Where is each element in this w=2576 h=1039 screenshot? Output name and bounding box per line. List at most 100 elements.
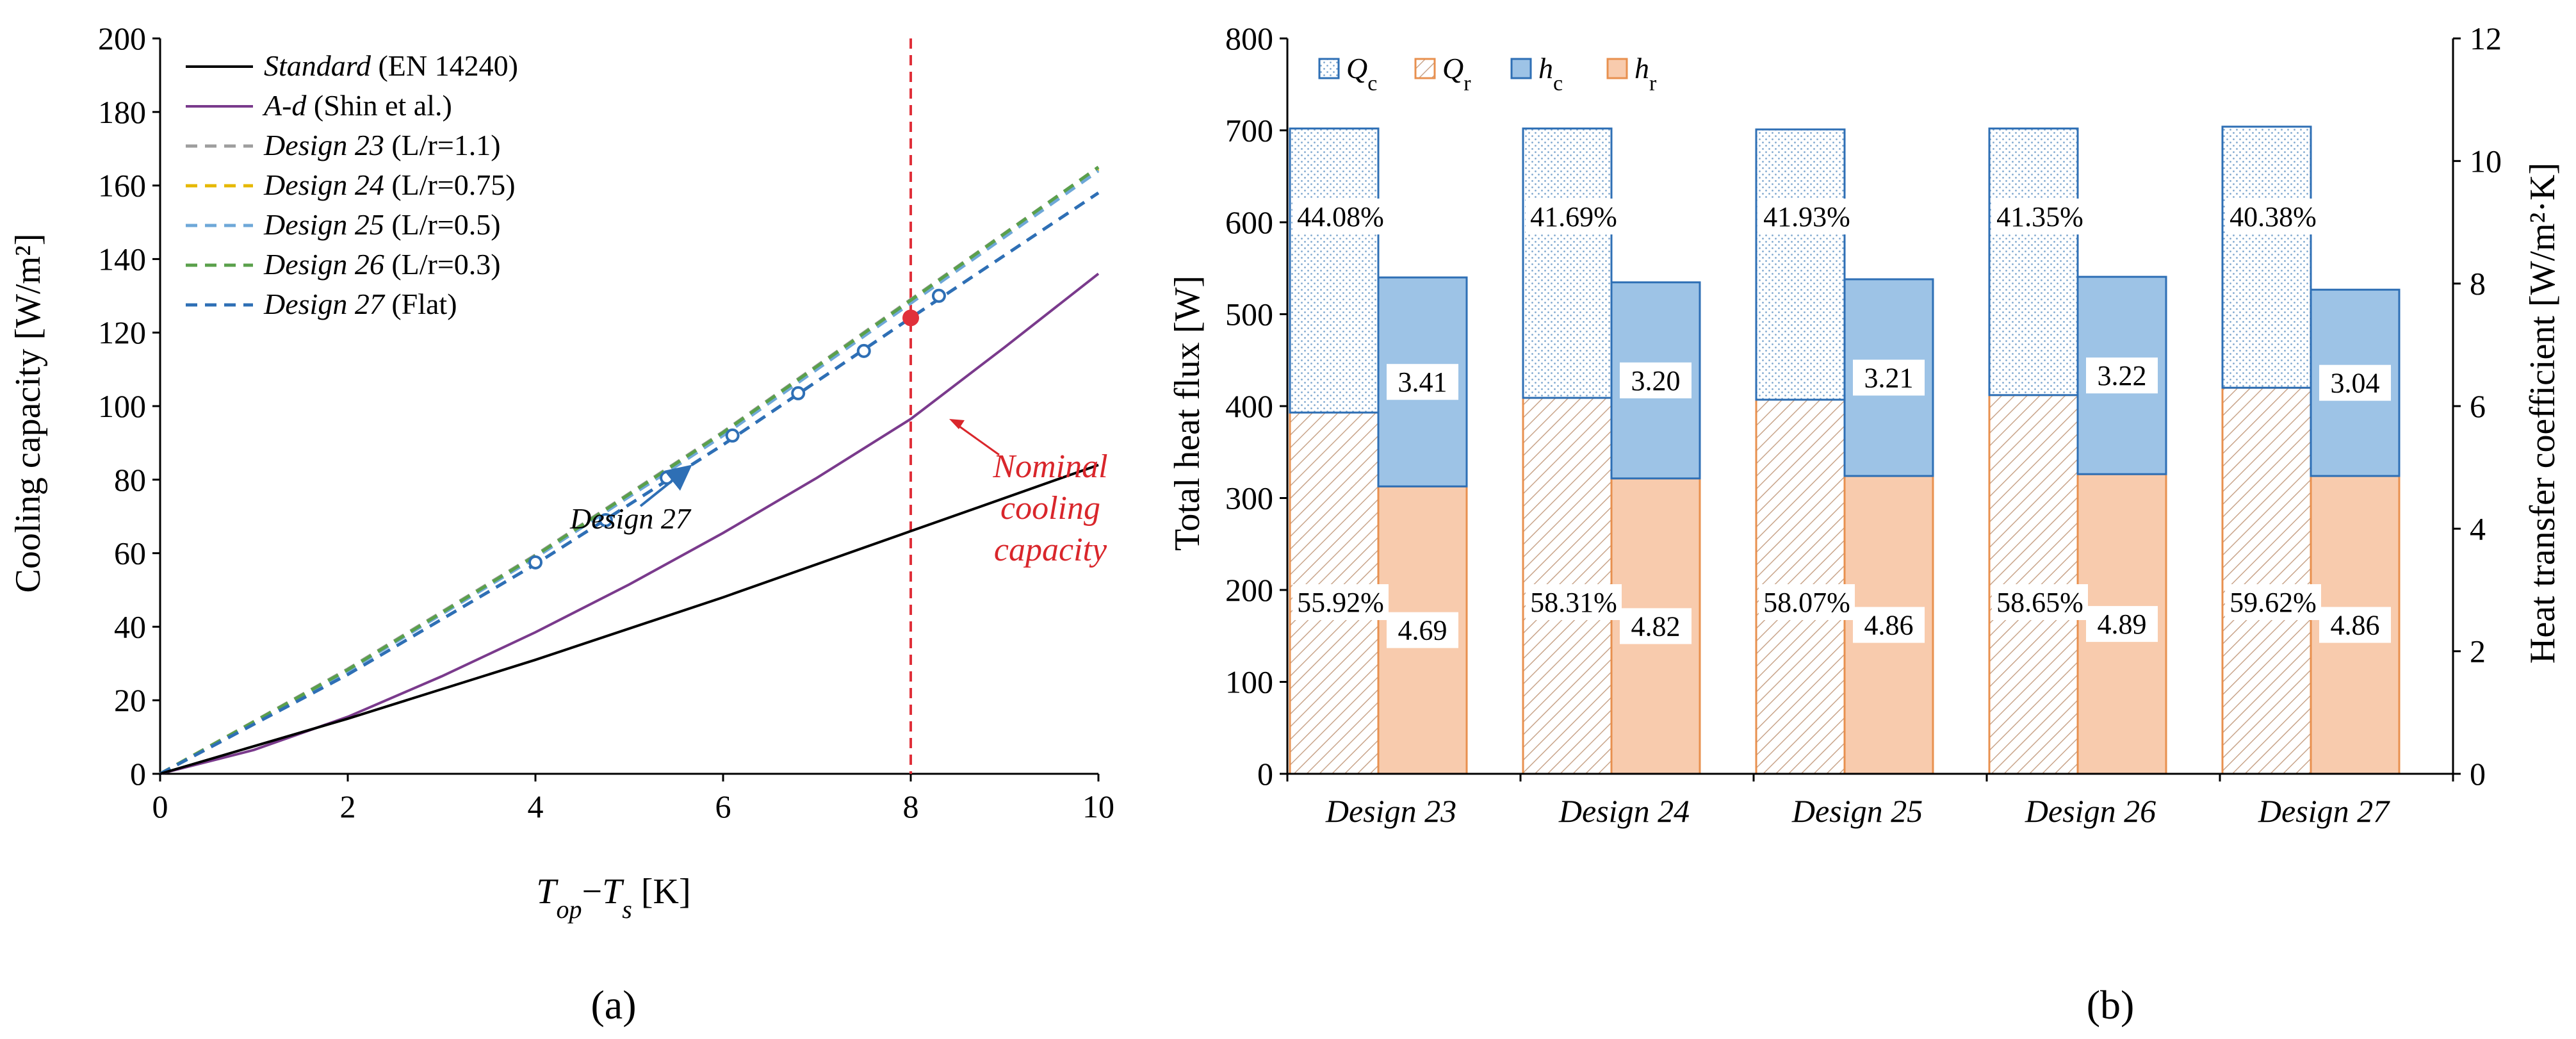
b-label-hr: 4.82 [1631,610,1681,642]
a-ytick-label: 180 [98,94,146,130]
b-legend-swatch [1414,58,1436,79]
b-label-Qr-pct-bg [1759,584,1855,620]
a-ytick-label: 100 [98,388,146,424]
a-marker-design-27 [791,386,806,400]
b-label-hr: 4.86 [1864,610,1914,641]
b-y2tick-label: 0 [2470,756,2486,792]
b-bars-layer: 44.08% 55.92% 3.41 4.69 41.69% 58.31% 3.20 4.82… [1289,126,2401,775]
a-annotation-design27: Design 27 [569,464,692,535]
b-label-hr-bg [1620,608,1692,644]
a-annotation-nominal-line2: cooling [1000,490,1100,527]
b-label-hc: 3.21 [1864,363,1914,394]
b-label-hc: 3.41 [1398,366,1447,398]
b-label-hc-bg [2319,364,2391,401]
b-label-Qc-pct: 41.69% [1530,201,1617,233]
a-series-line-design-26 [159,165,1100,776]
a-legend-entry: A-d (Shin et al.) [262,89,452,122]
b-label-Qc-pct-bg [1292,199,1389,234]
b-legend: Qc Qr hc hr [1318,52,1657,95]
b-bar-Qc [1289,127,1380,414]
a-ytick-label: 160 [98,168,146,204]
b-ytick-label: 500 [1225,297,1273,332]
b-legend-swatch [1318,58,1340,79]
b-label-hc: 3.20 [1631,365,1681,397]
b-label-hr-bg [1387,612,1458,648]
a-axes-frame [152,37,1100,781]
b-label-hc-bg [2086,357,2158,394]
b-label-Qr-pct-bg [1292,584,1389,620]
a-tick-labels: 0 20 40 60 80 100 120 140 160 180 200 0 2 4 6 8 10 [98,20,1114,824]
b-category-label: Design 24 [1558,793,1690,829]
b-label-hr: 4.89 [2098,609,2147,640]
b-label-Qc-pct: 41.93% [1763,201,1850,233]
a-xlabel: Top−Ts [K] [536,872,690,924]
b-y2tick-label: 8 [2470,266,2486,302]
a-legend-entry: Design 25 (L/r=0.5) [263,208,501,241]
b-label-Qr-pct: 58.31% [1530,587,1617,618]
a-legend-entry: Design 24 (L/r=0.75) [263,168,516,201]
b-ytick-label: 600 [1225,204,1273,240]
b-y2tick-label: 10 [2470,143,2502,179]
b-category-label: Design 23 [1325,793,1456,829]
b-ylabel: Total heat flux [W] [1168,275,1207,551]
a-legend-entry: Design 26 (L/r=0.3) [263,248,501,281]
b-ytick-label: 300 [1225,480,1273,516]
b-label-hr: 4.86 [2331,610,2380,641]
a-xtick-label: 10 [1082,789,1114,824]
b-bar-Qr [2221,386,2312,775]
a-marker-design-27 [856,343,871,358]
b-label-hc-bg [1853,359,1925,396]
b-ytick-label: 100 [1225,664,1273,700]
b-axes-frame [1280,37,2461,781]
b-legend-entry: hc [1538,52,1563,95]
b-ytick-label: 800 [1225,20,1273,56]
a-xtick-label: 4 [528,789,544,824]
b-legend-entry: Qc [1346,52,1377,95]
b-label-Qc-pct-bg [1759,199,1855,234]
b-label-hr-bg [1853,607,1925,643]
b-label-Qr-pct-bg [1992,584,2088,620]
b-label-hc-bg [1620,362,1692,398]
b-label-Qr-pct: 58.65% [1996,587,2083,618]
b-legend-entry: hr [1634,52,1657,95]
b-label-hr-bg [2086,606,2158,642]
b-y2tick-label: 12 [2470,20,2502,56]
a-annotation-design27-text: Design 27 [569,502,692,535]
a-ytick-label: 80 [114,462,146,498]
b-bar-Qc [1988,127,2079,397]
b-legend-swatch [1510,58,1532,79]
line-chart-panel-a: 0 20 40 60 80 100 120 140 160 180 200 0 2 4 6 8 10 Cooli… [8,20,1114,1027]
b-label-Qr-pct-bg [2225,584,2321,620]
a-legend-entry: Design 27 (Flat) [263,288,457,320]
a-legend: Standard (EN 14240) A-d (Shin et al.) Desi… [186,49,518,320]
a-marker-design-27 [528,555,542,569]
a-ytick-label: 0 [130,756,146,792]
b-category-label: Design 26 [2025,793,2156,829]
b-label-hc: 3.04 [2331,368,2380,399]
a-xtick-label: 8 [903,789,919,824]
b-y2tick-label: 4 [2470,511,2486,546]
a-ytick-label: 120 [98,315,146,350]
a-ytick-label: 20 [114,682,146,718]
a-series-line-standard [159,463,1099,775]
b-label-hr-bg [2319,607,2391,643]
b-ytick-label: 200 [1225,572,1273,608]
panel-label-b: (b) [2087,982,2135,1027]
a-marker-design-27 [931,288,946,303]
b-ytick-label: 700 [1225,113,1273,149]
a-ytick-label: 60 [114,536,146,571]
b-label-Qc-pct-bg [2225,199,2321,234]
b-ytick-label: 0 [1257,756,1273,792]
a-nominal-point [902,309,919,327]
a-annotation-nominal: Nominal cooling capacity [949,419,1108,568]
bar-chart-panel-b: 44.08% 55.92% 3.41 4.69 41.69% 58.31% 3.20 4.82… [1168,20,2563,1027]
a-annotation-nominal-line3: capacity [994,532,1107,568]
a-ytick-label: 40 [114,609,146,644]
b-label-Qc-pct-bg [1526,199,1622,234]
b-label-Qc-pct-bg [1992,199,2088,234]
b-label-Qr-pct: 59.62% [2230,587,2317,618]
b-category-label: Design 27 [2258,793,2390,829]
b-label-Qc-pct: 40.38% [2230,201,2317,233]
b-label-Qc-pct: 44.08% [1297,201,1384,233]
b-label-Qr-pct-bg [1526,584,1622,620]
